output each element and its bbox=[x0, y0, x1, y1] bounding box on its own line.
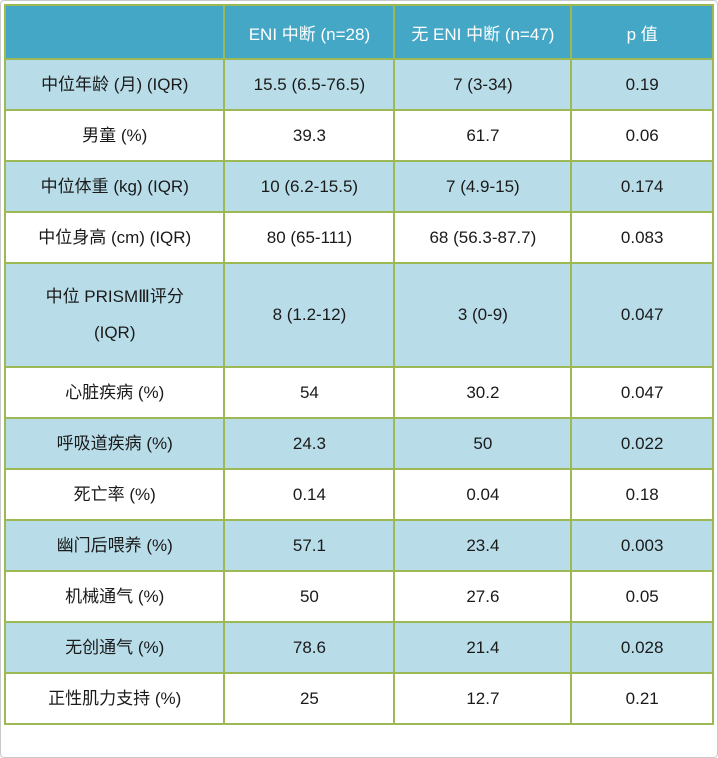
cell-no-eni-value: 7 (4.9-15) bbox=[393, 160, 573, 213]
row-label: 无创通气 (%) bbox=[3, 621, 226, 674]
table-row-noninvasive-ventilation: 无创通气 (%) 78.6 21.4 0.028 bbox=[3, 621, 714, 674]
cell-no-eni-value: 30.2 bbox=[393, 366, 573, 419]
row-label: 男童 (%) bbox=[3, 109, 226, 162]
cell-p-value: 0.18 bbox=[570, 468, 714, 521]
cell-eni-value: 25 bbox=[223, 672, 396, 725]
header-p-value: p 值 bbox=[570, 4, 714, 60]
cell-no-eni-value: 7 (3-34) bbox=[393, 58, 573, 111]
header-eni-interruption: ENI 中断 (n=28) bbox=[223, 4, 396, 60]
cell-p-value: 0.047 bbox=[570, 262, 714, 368]
cell-eni-value: 8 (1.2-12) bbox=[223, 262, 396, 368]
cell-no-eni-value: 68 (56.3-87.7) bbox=[393, 211, 573, 264]
cell-eni-value: 54 bbox=[223, 366, 396, 419]
cell-eni-value: 80 (65-111) bbox=[223, 211, 396, 264]
cell-eni-value: 10 (6.2-15.5) bbox=[223, 160, 396, 213]
cell-p-value: 0.06 bbox=[570, 109, 714, 162]
table-row-median-weight: 中位体重 (kg) (IQR) 10 (6.2-15.5) 7 (4.9-15)… bbox=[3, 160, 714, 213]
cell-no-eni-value: 12.7 bbox=[393, 672, 573, 725]
cell-eni-value: 0.14 bbox=[223, 468, 396, 521]
cell-no-eni-value: 0.04 bbox=[393, 468, 573, 521]
cell-eni-value: 39.3 bbox=[223, 109, 396, 162]
cell-p-value: 0.174 bbox=[570, 160, 714, 213]
cell-no-eni-value: 23.4 bbox=[393, 519, 573, 572]
table-row-prism-score: 中位 PRISMⅢ评分 (IQR) 8 (1.2-12) 3 (0-9) 0.0… bbox=[3, 262, 714, 368]
cell-no-eni-value: 27.6 bbox=[393, 570, 573, 623]
header-empty-cell bbox=[3, 4, 226, 60]
header-row: ENI 中断 (n=28) 无 ENI 中断 (n=47) p 值 bbox=[3, 4, 714, 60]
row-label: 心脏疾病 (%) bbox=[3, 366, 226, 419]
row-label: 机械通气 (%) bbox=[3, 570, 226, 623]
header-no-eni-interruption: 无 ENI 中断 (n=47) bbox=[393, 4, 573, 60]
cell-eni-value: 78.6 bbox=[223, 621, 396, 674]
cell-eni-value: 15.5 (6.5-76.5) bbox=[223, 58, 396, 111]
cell-no-eni-value: 50 bbox=[393, 417, 573, 470]
cell-p-value: 0.083 bbox=[570, 211, 714, 264]
row-label: 呼吸道疾病 (%) bbox=[3, 417, 226, 470]
cell-p-value: 0.028 bbox=[570, 621, 714, 674]
row-label: 正性肌力支持 (%) bbox=[3, 672, 226, 725]
row-label: 死亡率 (%) bbox=[3, 468, 226, 521]
cell-p-value: 0.19 bbox=[570, 58, 714, 111]
row-label: 幽门后喂养 (%) bbox=[3, 519, 226, 572]
cell-no-eni-value: 61.7 bbox=[393, 109, 573, 162]
table-row-male: 男童 (%) 39.3 61.7 0.06 bbox=[3, 109, 714, 162]
table-row-respiratory-disease: 呼吸道疾病 (%) 24.3 50 0.022 bbox=[3, 417, 714, 470]
table-row-postpyloric-feeding: 幽门后喂养 (%) 57.1 23.4 0.003 bbox=[3, 519, 714, 572]
table-row-cardiac-disease: 心脏疾病 (%) 54 30.2 0.047 bbox=[3, 366, 714, 419]
cell-no-eni-value: 21.4 bbox=[393, 621, 573, 674]
table-row-mortality: 死亡率 (%) 0.14 0.04 0.18 bbox=[3, 468, 714, 521]
cell-p-value: 0.003 bbox=[570, 519, 714, 572]
row-label: 中位体重 (kg) (IQR) bbox=[3, 160, 226, 213]
row-label: 中位年龄 (月) (IQR) bbox=[3, 58, 226, 111]
table-row-inotropic-support: 正性肌力支持 (%) 25 12.7 0.21 bbox=[3, 672, 714, 725]
cell-eni-value: 57.1 bbox=[223, 519, 396, 572]
row-label: 中位身高 (cm) (IQR) bbox=[3, 211, 226, 264]
table-row-median-height: 中位身高 (cm) (IQR) 80 (65-111) 68 (56.3-87.… bbox=[3, 211, 714, 264]
cell-no-eni-value: 3 (0-9) bbox=[393, 262, 573, 368]
cell-p-value: 0.022 bbox=[570, 417, 714, 470]
cell-p-value: 0.05 bbox=[570, 570, 714, 623]
cell-eni-value: 50 bbox=[223, 570, 396, 623]
cell-eni-value: 24.3 bbox=[223, 417, 396, 470]
eni-interruption-comparison-table: ENI 中断 (n=28) 无 ENI 中断 (n=47) p 值 中位年龄 (… bbox=[3, 4, 714, 725]
table-row-median-age: 中位年龄 (月) (IQR) 15.5 (6.5-76.5) 7 (3-34) … bbox=[3, 58, 714, 111]
cell-p-value: 0.047 bbox=[570, 366, 714, 419]
row-label: 中位 PRISMⅢ评分 (IQR) bbox=[3, 262, 226, 368]
cell-p-value: 0.21 bbox=[570, 672, 714, 725]
table-row-mechanical-ventilation: 机械通气 (%) 50 27.6 0.05 bbox=[3, 570, 714, 623]
